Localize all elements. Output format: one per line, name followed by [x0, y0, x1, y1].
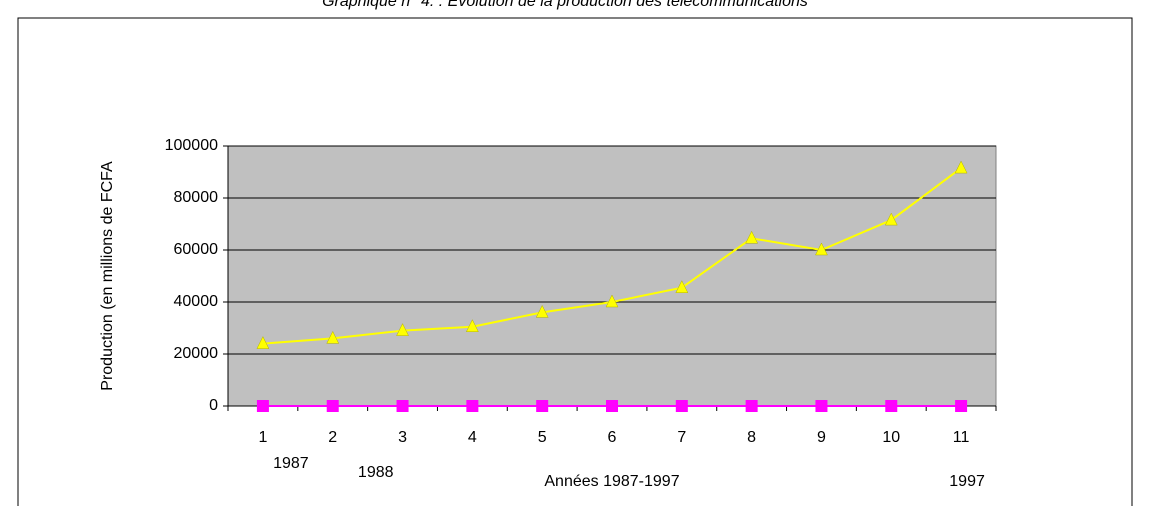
marker — [745, 230, 759, 244]
x-tick-label: 5 — [538, 429, 547, 446]
marker — [396, 400, 409, 412]
marker — [675, 280, 689, 293]
x-tick-label: 2 — [328, 429, 337, 446]
marker — [326, 400, 339, 412]
x-tick-label: 9 — [817, 429, 826, 446]
x-tick-label: 11 — [953, 429, 970, 446]
marker — [465, 319, 479, 332]
marker — [884, 212, 898, 226]
marker — [745, 400, 758, 412]
x-tick-label: 8 — [747, 429, 756, 446]
y-tick-label: 0 — [209, 397, 218, 414]
x-tick-label: 3 — [398, 429, 407, 446]
x-tick-label: 4 — [468, 429, 477, 446]
y-axis-label: Production (en millions de FCFA — [99, 161, 116, 391]
marker — [256, 336, 270, 349]
x-tick-label: 6 — [608, 429, 617, 446]
marker — [606, 400, 618, 412]
marker — [536, 400, 549, 412]
annotation: 1987 — [273, 455, 309, 472]
marker — [535, 304, 549, 318]
chart-title: Graphique n° 4. : Evolution de la produc… — [322, 0, 808, 10]
x-axis-label: Années 1987-1997 — [544, 473, 679, 490]
annotation: 1997 — [949, 473, 985, 490]
frame — [17, 17, 1133, 506]
marker — [815, 400, 828, 412]
y-tick-label: 60000 — [174, 241, 219, 258]
y-tick-label: 40000 — [174, 293, 219, 310]
plot-area — [227, 145, 997, 407]
y-tick-label: 80000 — [174, 189, 219, 206]
marker — [955, 400, 968, 412]
marker — [326, 330, 340, 344]
marker — [605, 294, 619, 308]
y-tick-label: 20000 — [174, 345, 219, 362]
marker — [675, 400, 688, 412]
x-tick-label: 7 — [677, 429, 686, 446]
annotation: 1988 — [358, 464, 394, 481]
marker — [466, 400, 479, 412]
marker — [396, 323, 409, 336]
y-tick-label: 100000 — [165, 137, 218, 154]
x-tick-label: 1 — [258, 429, 267, 446]
marker — [885, 400, 898, 412]
marker — [954, 160, 968, 174]
marker — [256, 400, 269, 412]
marker — [815, 242, 828, 256]
x-tick-label: 10 — [882, 429, 900, 446]
